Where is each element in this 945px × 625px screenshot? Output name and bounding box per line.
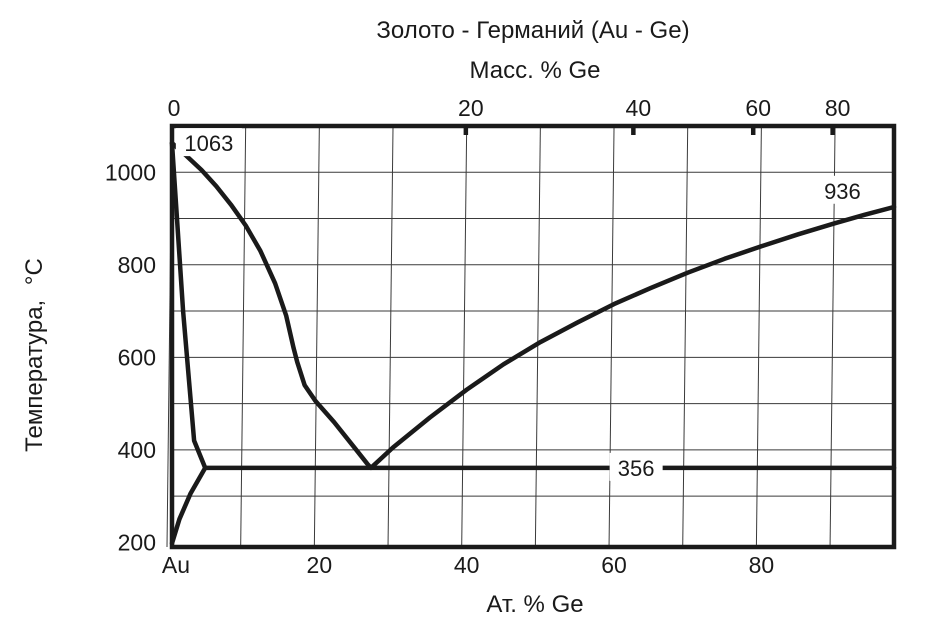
grid-line-vertical [755, 125, 762, 548]
x-tick-label: Au [162, 552, 190, 578]
phase-curves [169, 140, 897, 546]
y-tick-label: 400 [118, 437, 156, 463]
tick-labels: 0 20 40 60 80 Au 20 40 60 80 200 400 600 800 1000 [105, 95, 851, 578]
top-tick-label: 40 [626, 95, 652, 121]
grid-line-vertical [534, 125, 541, 548]
y-tick-label: 1000 [105, 159, 156, 185]
x-tick-label: 80 [749, 552, 775, 578]
x-tick-label: 20 [307, 552, 333, 578]
grid-line-vertical [461, 125, 468, 548]
phase-curve-solidus [169, 140, 208, 471]
y-tick-label: 600 [118, 344, 156, 370]
y-axis-label: Температура, °C [21, 258, 48, 452]
y-axis-label-text: Температура, [21, 300, 48, 452]
annotations: 1063 936 356 [175, 128, 869, 481]
annotation-backdrop [815, 175, 869, 204]
top-tick-label: 0 [168, 95, 181, 121]
grid-line-vertical [387, 125, 394, 548]
chart-title: Золото - Германий (Au - Ge) [376, 17, 689, 44]
grid-line-vertical [682, 125, 689, 548]
annotation-label: 1063 [184, 131, 233, 156]
y-axis-label-unit: °C [21, 258, 48, 285]
top-tick-label: 20 [458, 95, 484, 121]
grid-lines [166, 125, 894, 548]
grid-line-vertical [608, 125, 615, 548]
plot-frame [169, 123, 897, 550]
annotation-label: 936 [824, 179, 861, 204]
grid-line-vertical [313, 125, 320, 548]
phase-curve-liquidus_au [169, 140, 374, 471]
annotation-backdrop [175, 128, 242, 157]
x-tick-label: 40 [454, 552, 480, 578]
phase-curve-solvus [169, 465, 208, 546]
y-tick-label: 800 [118, 252, 156, 278]
top-tick-label: 60 [745, 95, 771, 121]
x-axis-label: Ат. % Ge [486, 591, 583, 618]
annotation-label: 356 [618, 456, 655, 481]
annotation-backdrop [609, 452, 663, 481]
y-tick-label: 200 [118, 529, 156, 555]
x-tick-label: 60 [601, 552, 627, 578]
top-tick-label: 80 [825, 95, 851, 121]
grid-line-vertical [240, 125, 247, 548]
top-axis-label: Масс. % Ge [470, 57, 601, 84]
phase-curve-liquidus_ge [368, 204, 897, 471]
